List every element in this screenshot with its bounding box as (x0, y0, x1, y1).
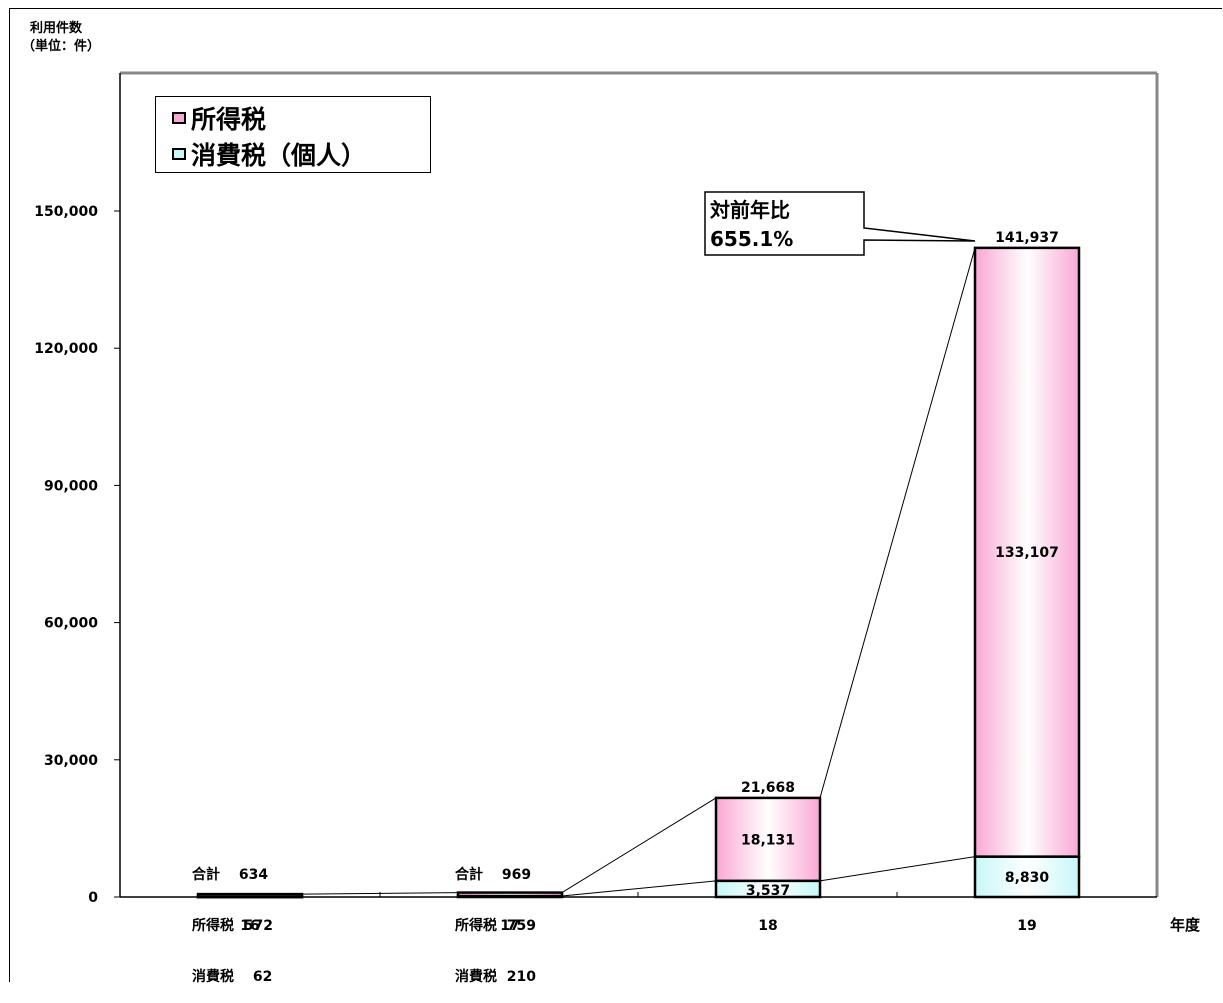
x-axis-label: 年度 (1170, 916, 1201, 934)
annotation-16-total: 合計 634 (192, 867, 269, 883)
data-label-income-18: 18,131 (741, 832, 795, 848)
y-tick-label: 90,000 (44, 478, 98, 494)
annotation-16-consumption: 消費税 62 (192, 969, 273, 985)
legend-swatch-consumption-tax (172, 148, 186, 160)
bar-income-tax (196, 892, 304, 898)
bar-income-tax (456, 891, 564, 898)
data-label-income-19: 133,107 (995, 545, 1059, 561)
legend-label-income-tax: 所得税 (191, 105, 267, 134)
legend-label-consumption-tax: 消費税（個人） (191, 141, 367, 170)
connector-line (301, 892, 459, 895)
data-label-consumption-18: 3,537 (746, 883, 790, 899)
connector-line (561, 797, 717, 893)
callout-line2: 655.1% (710, 227, 794, 251)
x-tick-label: 16 (240, 918, 259, 934)
chart-frame (9, 8, 1222, 982)
y-tick-label: 0 (88, 890, 98, 906)
annotation-17-consumption: 消費税 210 (455, 969, 536, 985)
callout-line1: 対前年比 (710, 198, 790, 222)
legend-swatch-income-tax (172, 112, 186, 124)
data-label-consumption-19: 8,830 (1005, 870, 1050, 886)
annotation-16-income: 所得税 572 (192, 918, 273, 934)
callout-text: 対前年比 655.1% (710, 196, 793, 254)
y-tick-label: 30,000 (44, 753, 98, 769)
connector-line (819, 856, 976, 882)
data-label-total-19: 141,937 (995, 230, 1059, 246)
data-label-total-18: 21,668 (741, 780, 795, 796)
bar-income-tax (973, 246, 1081, 858)
annotation-17: 合計 969 所得税 759 消費税 210 (455, 833, 536, 1003)
annotation-17-income: 所得税 759 (455, 918, 536, 934)
y-tick-label: 150,000 (34, 204, 98, 220)
bar-income-tax (714, 796, 822, 883)
y-axis-label-line1: 利用件数 (30, 21, 83, 36)
y-tick-label: 60,000 (44, 616, 98, 632)
x-tick-label: 19 (1017, 918, 1036, 934)
legend-item-income-tax: 所得税 (172, 100, 430, 136)
y-axis-label-line2: （単位：件） (22, 39, 101, 54)
y-tick-label: 120,000 (34, 341, 98, 357)
connector-line (819, 247, 976, 799)
callout-box (704, 191, 976, 256)
annotation-17-total: 合計 969 (455, 867, 532, 883)
annotation-16: 合計 634 所得税 572 消費税 62 (192, 833, 273, 1003)
legend: 所得税 消費税（個人） (155, 96, 431, 173)
bar-consumption-tax (973, 855, 1081, 899)
connector-line (561, 880, 717, 897)
legend-item-consumption-tax: 消費税（個人） (172, 136, 430, 172)
x-tick-label: 17 (500, 918, 519, 934)
x-tick-label: 18 (758, 918, 777, 934)
